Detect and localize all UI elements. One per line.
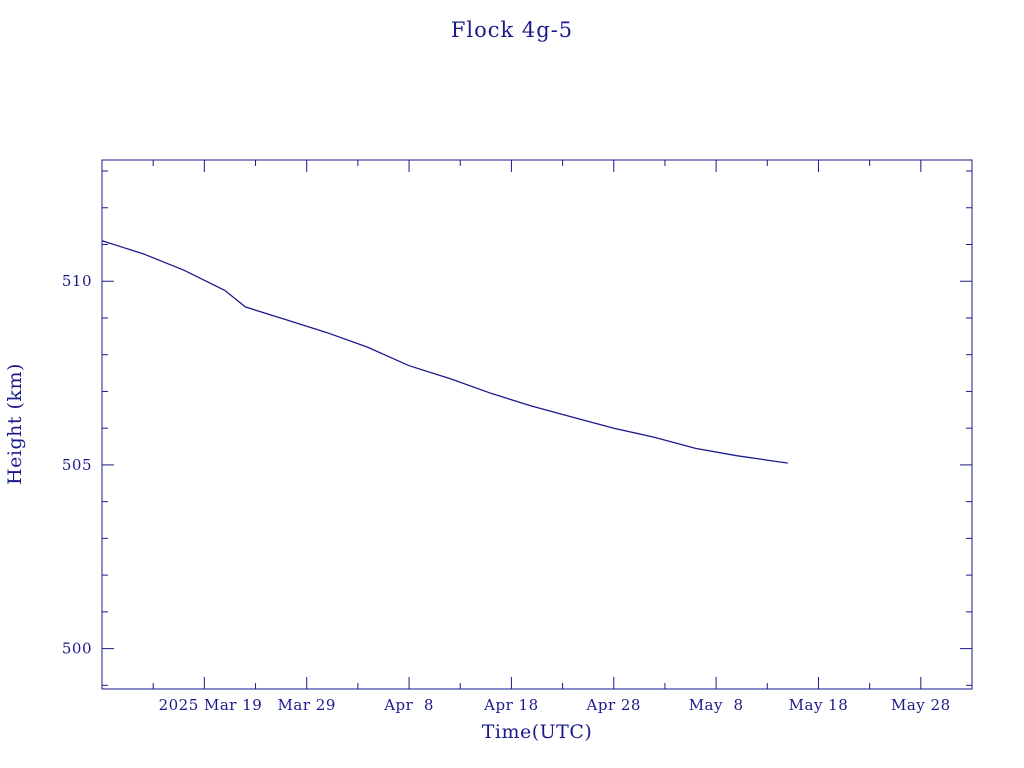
x-tick-label: Apr 8 (383, 696, 434, 714)
plot-frame (101, 159, 973, 690)
x-tick-labels: 2025 Mar 19 Mar 29 Apr 8 Apr 18 Apr 28 May 8 M… (159, 696, 951, 714)
x-tick-label: May 28 (891, 696, 951, 714)
x-tick-label: Apr 28 (586, 696, 641, 714)
x-axis-label: Time(UTC) (482, 721, 593, 743)
x-tick-label: May 18 (789, 696, 849, 714)
x-tick-label: Apr 18 (483, 696, 538, 714)
y-axis-label: Height (km) (4, 363, 26, 485)
y-tick-label: 505 (62, 456, 92, 474)
y-tick-label: 500 (62, 640, 92, 658)
x-tick-label: Mar 29 (278, 696, 336, 714)
chart-title: Flock 4g-5 (451, 18, 573, 42)
axis-ticks (101, 160, 973, 689)
height-series-line (101, 240, 788, 464)
x-tick-label: May 8 (689, 696, 744, 714)
y-tick-label: 510 (62, 272, 92, 290)
y-tick-labels: 500 505 510 (62, 272, 92, 657)
x-tick-label: 2025 Mar 19 (159, 696, 263, 714)
